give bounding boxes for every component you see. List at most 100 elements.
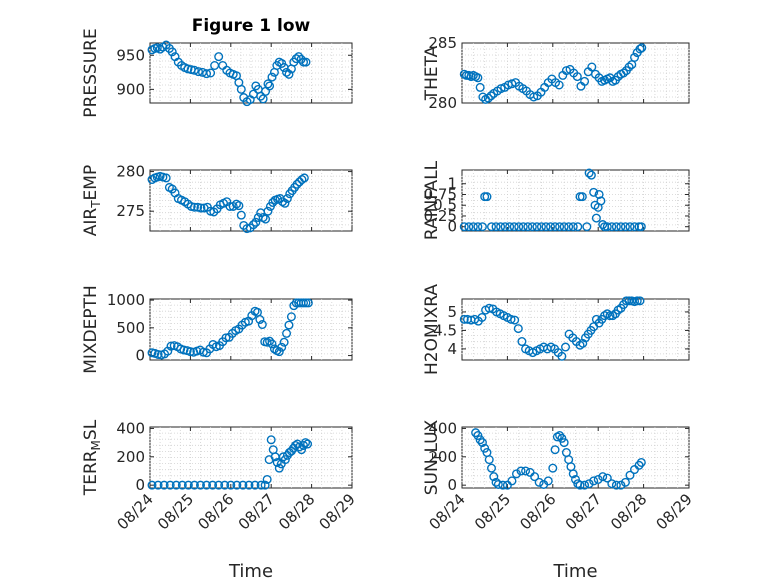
data-point [596, 196, 606, 206]
data-point [185, 347, 195, 357]
y-tick-label: 500 [116, 319, 145, 337]
data-point [153, 480, 163, 490]
y-tick-label: 280 [116, 163, 145, 181]
data-point [557, 433, 567, 443]
y-tick-label: 275 [116, 202, 145, 220]
data-point [286, 312, 296, 322]
y-tick-label: 200 [428, 448, 457, 466]
y-tick-label: 900 [116, 80, 145, 98]
data-point [571, 474, 581, 484]
data-point [263, 206, 273, 216]
data-point [589, 187, 599, 197]
data-point [635, 296, 645, 306]
data-point [550, 445, 560, 455]
y-axis-label: RAINFALL [422, 160, 442, 240]
data-point [236, 210, 246, 220]
y-axis-label: MIXDEPTH [81, 285, 101, 374]
data-point [257, 320, 267, 330]
data-point [636, 222, 646, 232]
data-point [607, 222, 617, 232]
data-point [477, 438, 487, 448]
data-point [280, 455, 290, 465]
y-tick-label: 0.5 [433, 196, 457, 214]
data-point [521, 466, 531, 476]
data-point [555, 431, 565, 441]
data-point [303, 439, 313, 449]
data-point [568, 222, 578, 232]
data-point [624, 62, 634, 72]
data-point [297, 175, 307, 185]
data-point [256, 480, 266, 490]
x-tick-label: 08/24 [426, 490, 469, 533]
data-point [507, 476, 517, 486]
data-point [147, 480, 157, 490]
data-point [159, 480, 169, 490]
data-point [534, 477, 544, 487]
data-point [564, 222, 574, 232]
data-point [506, 314, 516, 324]
data-point [516, 466, 526, 476]
data-point [260, 480, 270, 490]
data-point [523, 222, 533, 232]
y-tick-label: 950 [116, 46, 145, 64]
data-point [468, 222, 478, 232]
x-tick-label: 08/26 [194, 490, 237, 533]
data-point [496, 222, 506, 232]
data-point [261, 214, 271, 224]
data-point [267, 339, 277, 349]
data-point [514, 222, 524, 232]
data-point [527, 222, 537, 232]
data-point [279, 337, 289, 347]
data-point [500, 222, 510, 232]
data-point [189, 480, 199, 490]
y-tick-label: 4.5 [433, 321, 457, 339]
data-point [248, 220, 258, 230]
data-point [167, 47, 177, 57]
data-point [630, 52, 640, 62]
data-point [206, 68, 216, 78]
x-tick-label: 08/24 [114, 490, 157, 533]
y-tick-label: 0 [447, 218, 457, 236]
data-point [234, 201, 244, 211]
y-tick-label: 0.75 [424, 185, 457, 203]
y-tick-label: 0.25 [424, 207, 457, 225]
y-tick-label: 0 [135, 347, 145, 365]
data-point [619, 68, 629, 78]
data-point [607, 479, 617, 489]
y-axis-label: H2OMIXRA [422, 284, 442, 375]
data-point [221, 333, 231, 343]
data-point [274, 347, 284, 357]
data-point [505, 222, 515, 232]
y-tick-label: 285 [428, 34, 457, 52]
data-point [250, 480, 260, 490]
y-tick-label: 400 [116, 419, 145, 437]
data-point [284, 69, 294, 79]
x-tick-label: 08/25 [471, 490, 514, 533]
data-point [255, 315, 265, 325]
data-point [473, 222, 483, 232]
data-point [263, 79, 273, 89]
x-tick-label: 08/27 [235, 490, 278, 533]
data-point [202, 69, 212, 79]
data-point [189, 65, 199, 75]
data-point [195, 480, 205, 490]
y-tick-label: 0 [135, 476, 145, 494]
data-point [498, 480, 508, 490]
y-axis-label: SUNFLUX [422, 419, 444, 495]
data-point [471, 428, 481, 438]
data-point [517, 337, 527, 347]
subplot-h2omixra: 44.55 H2OMIXRA [422, 284, 690, 375]
x-tick-label: 08/29 [316, 490, 359, 533]
data-point [587, 62, 597, 72]
data-point [299, 298, 309, 308]
y-axis-label: TERRMSL [81, 419, 103, 496]
data-point [541, 222, 551, 232]
data-point [586, 170, 596, 180]
data-point [183, 480, 193, 490]
data-point [189, 202, 199, 212]
data-point [473, 431, 483, 441]
data-point [491, 222, 501, 232]
data-point [484, 455, 494, 465]
